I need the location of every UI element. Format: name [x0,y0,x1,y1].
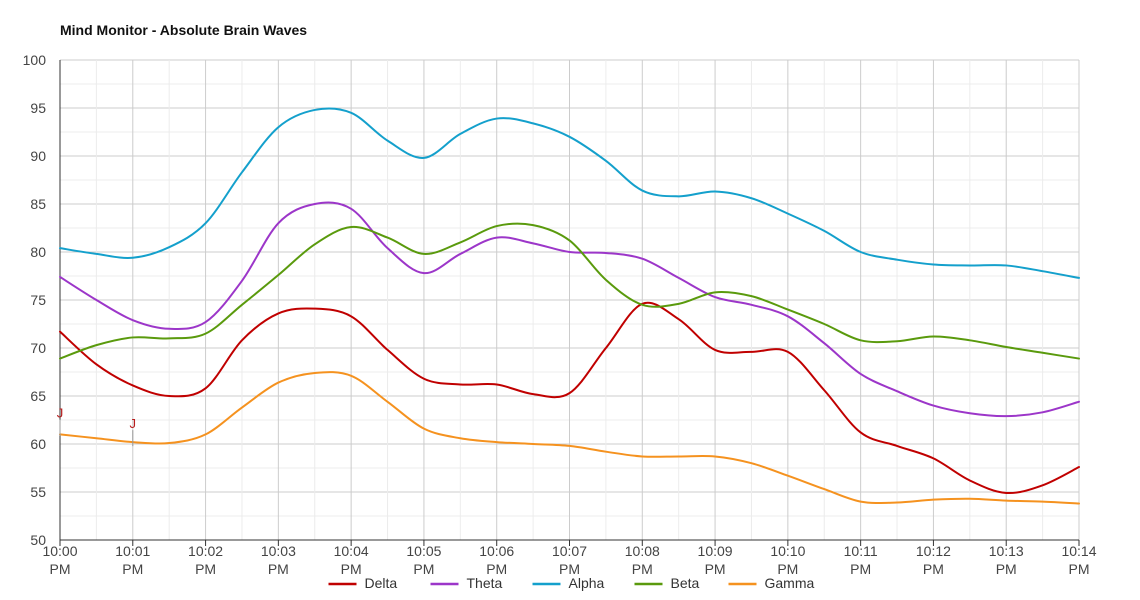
legend-label: Delta [365,575,398,591]
x-tick-label: 10:00 PM [42,543,77,577]
x-tick-label: 10:08 PM [625,543,660,577]
event-marker-label[interactable]: J [57,406,64,421]
event-markers: JJ [57,406,136,447]
x-tick-label: 10:04 PM [334,543,369,577]
legend-label: Alpha [569,575,605,591]
grid [59,59,1080,541]
series-line-delta[interactable] [59,301,1080,495]
y-tick-label: 90 [30,148,46,164]
y-tick-label: 100 [23,52,47,68]
legend-item-beta[interactable]: Beta [634,575,700,591]
x-tick-label: 10:14 PM [1061,543,1096,577]
y-axis-ticks: 50 55 60 65 70 75 80 85 90 95 100 [23,52,47,548]
x-axis-ticks: 10:00 PM 10:01 PM 10:02 PM 10:03 PM 10:04 PM 10:05… [42,540,1097,577]
x-tick-label: 10:09 PM [698,543,733,577]
y-tick-label: 50 [30,532,46,548]
y-tick-label: 80 [30,244,46,260]
y-tick-label: 95 [30,100,46,116]
legend-label: Beta [671,575,700,591]
legend[interactable]: Delta Theta Alpha Beta Gamma [328,575,815,591]
legend-item-theta[interactable]: Theta [430,575,503,591]
x-tick-label: 10:01 PM [115,543,150,577]
x-tick-label: 10:07 PM [552,543,587,577]
x-tick-label: 10:05 PM [406,543,441,577]
y-tick-label: 75 [30,292,46,308]
series-line-gamma[interactable] [59,371,1080,505]
legend-label: Theta [467,575,503,591]
y-tick-label: 65 [30,388,46,404]
x-tick-label: 10:03 PM [261,543,296,577]
x-tick-label: 10:10 PM [770,543,805,577]
legend-label: Gamma [765,575,815,591]
x-tick-label: 10:02 PM [188,543,223,577]
x-tick-label: 10:12 PM [916,543,951,577]
x-tick-label: 10:06 PM [479,543,514,577]
legend-item-delta[interactable]: Delta [328,575,398,591]
series-line-theta[interactable] [59,201,1080,418]
x-tick-label: 10:13 PM [989,543,1024,577]
series-lines [59,107,1080,505]
y-tick-label: 55 [30,484,46,500]
y-tick-label: 60 [30,436,46,452]
legend-item-gamma[interactable]: Gamma [728,575,815,591]
x-tick-label: 10:11 PM [844,543,878,577]
y-tick-label: 85 [30,196,46,212]
series-line-alpha[interactable] [59,107,1080,279]
series-line-beta[interactable] [59,222,1080,360]
chart-title: Mind Monitor - Absolute Brain Waves [60,22,307,38]
event-marker-label[interactable]: J [130,416,137,431]
y-tick-label: 70 [30,340,46,356]
legend-item-alpha[interactable]: Alpha [532,575,605,591]
